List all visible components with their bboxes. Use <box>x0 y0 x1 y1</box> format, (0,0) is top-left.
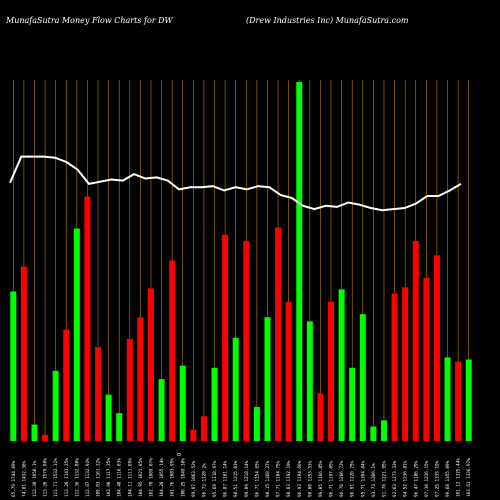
x-tick-label: 98.00 1253.53% <box>307 460 313 497</box>
x-tick-label: 98.03 1192.19% <box>286 460 292 497</box>
x-tick-label: 101.12 1325.44% <box>456 458 462 497</box>
money-flow-bar <box>95 347 102 441</box>
money-flow-bar <box>306 321 313 441</box>
money-flow-bar <box>423 278 430 441</box>
money-flow-bar <box>243 240 250 441</box>
money-flow-bar <box>200 416 207 441</box>
money-flow-bar <box>158 379 165 441</box>
x-tick-label: 104.48 1116.03% <box>117 458 123 497</box>
x-tick-label: 102.70 1089.07% <box>148 458 154 497</box>
x-tick-label: 96.47 1186.29% <box>413 460 419 497</box>
x-tick-label: 104.11 1111.09% <box>127 458 133 497</box>
x-tick-label: 95.71 1204.84% <box>360 460 366 497</box>
x-tick-label: 94.52 1236.81% <box>403 460 409 497</box>
money-flow-bar <box>52 370 59 441</box>
money-flow-bar <box>179 365 186 441</box>
money-flow-bar <box>211 367 218 441</box>
x-tick-label: 104.20 1055.14% <box>159 458 165 497</box>
bars <box>10 82 472 441</box>
money-flow-bar <box>31 424 38 441</box>
money-flow-bar <box>190 429 197 441</box>
price-line <box>9 155 462 212</box>
x-tick-label: 91.70 1221.95% <box>381 460 387 497</box>
x-tick-label: 112.67 1132.93% <box>85 458 91 497</box>
money-flow-bar <box>116 413 123 441</box>
money-flow-bar <box>296 82 303 441</box>
money-flow-bar <box>222 234 229 441</box>
money-flow-bar <box>63 329 70 441</box>
x-tick-label: 96.70 1206.72% <box>339 460 345 497</box>
x-tick-label: 112.30 1058.1% <box>32 460 38 497</box>
money-flow-bar <box>349 367 356 441</box>
money-flow-bar <box>126 338 133 441</box>
x-tick-label: 97.25 1335.19% <box>434 460 440 497</box>
money-flow-bar <box>105 394 112 441</box>
money-flow-bar <box>10 291 17 441</box>
money-flow-bar <box>328 301 335 441</box>
x-tick-label: 113.20 1141.25% <box>64 458 70 497</box>
x-tick-label: 113.20 1579.08% <box>43 458 49 497</box>
money-flow-bar <box>147 288 154 441</box>
x-tick-label: 103.61 1336.97% <box>466 458 472 497</box>
x-tick-labels: 65.79 1744.69% 74.81 1432.36% 112.30 1058.… <box>11 458 472 497</box>
x-tick-label: 65.79 1744.69% <box>11 460 17 497</box>
x-tick-label: 99.07 1063.52% <box>191 460 197 497</box>
x-tick-label: 96.71 1154.65% <box>254 460 260 497</box>
chart-title-right: (Drew Industries Inc) MunafaSutra.com <box>246 16 409 25</box>
x-tick-label: 92.63 1273.33% <box>392 460 398 497</box>
money-flow-bar <box>433 255 440 441</box>
x-tick-label: 99.05 1166.85% <box>318 460 324 497</box>
money-flow-bar <box>42 434 49 441</box>
money-flow-bar <box>169 260 176 441</box>
money-flow-bar <box>73 228 80 441</box>
money-flow-bar <box>232 337 239 441</box>
x-tick-label: 95.69 1118.97% <box>212 460 218 497</box>
zero-axis-label: 0 <box>177 453 183 456</box>
x-tick-label: 104.95 1021.85% <box>138 458 144 497</box>
money-flow-bar <box>20 266 27 441</box>
x-tick-label: 96.73 1128.2% <box>201 463 207 497</box>
x-tick-label: 93.73 1206.1% <box>371 463 377 497</box>
price-line-path <box>9 155 462 212</box>
money-flow-bar <box>264 317 271 441</box>
money-flow-bar <box>455 361 462 441</box>
x-tick-label: 101.76 1083.95% <box>170 458 176 497</box>
x-tick-label: 97.30 1236.15% <box>424 460 430 497</box>
money-flow-bar <box>412 240 419 441</box>
money-flow-bar <box>359 314 366 441</box>
money-flow-bar <box>275 227 282 441</box>
money-flow-bar <box>391 293 398 441</box>
chart-title-left: MunafaSutra Money Flow Charts for DW <box>5 16 174 25</box>
x-tick-label: 98.51 1215.03% <box>233 460 239 497</box>
x-tick-label: 96.71 1197.85% <box>329 460 335 497</box>
money-flow-bar <box>444 357 451 441</box>
money-flow-bar <box>370 426 377 441</box>
x-tick-label: 98.15 1268.27% <box>265 460 271 497</box>
x-tick-label: 97.71 1184.75% <box>276 460 282 497</box>
money-flow-bar <box>338 289 345 441</box>
money-flow-bar <box>253 406 260 441</box>
x-tick-label: 96.87 1161.14% <box>223 460 229 497</box>
x-tick-label: 99.09 1218.14% <box>244 460 250 497</box>
money-flow-bar <box>317 393 324 441</box>
money-flow-bar <box>137 317 144 441</box>
x-tick-label: 112.36 1132.88% <box>74 458 80 497</box>
x-tick-label: 74.81 1432.36% <box>21 460 27 497</box>
x-tick-label: 102.90 1117.25% <box>106 458 112 497</box>
money-flow-bar <box>402 287 409 441</box>
money-flow-bar <box>84 196 91 441</box>
money-flow-bar <box>465 359 472 441</box>
money-flow-bar <box>285 301 292 441</box>
x-tick-label: 99.68 1355.09% <box>445 460 451 497</box>
x-tick-label: 100.25 1049.38% <box>180 458 186 497</box>
x-tick-label: 96.91 1220.75% <box>350 460 356 497</box>
x-tick-label: 109.03 1161.22% <box>96 458 102 497</box>
x-tick-label: 111.71 1532.31% <box>53 458 59 497</box>
x-tick-label: 96.93 1194.66% <box>297 460 303 497</box>
money-flow-bar <box>380 420 387 441</box>
